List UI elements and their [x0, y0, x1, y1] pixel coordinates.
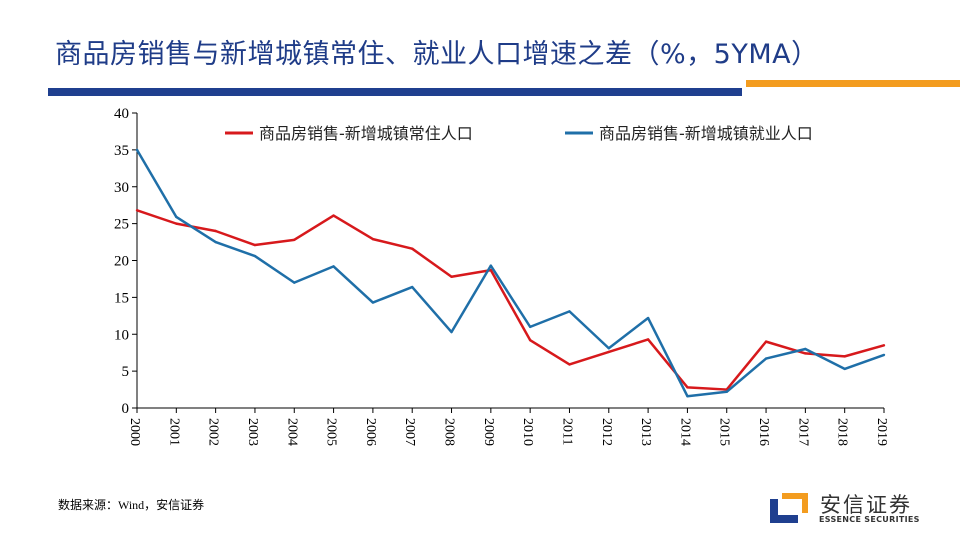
x-tick-label: 2012 — [599, 418, 614, 446]
data-point — [528, 325, 532, 329]
accent-bar-blue — [48, 88, 742, 96]
x-tick-label: 2002 — [206, 418, 221, 446]
data-point — [214, 229, 217, 233]
x-tick-label: 2013 — [638, 418, 653, 446]
x-tick-label: 2001 — [166, 418, 181, 446]
y-tick-label: 40 — [114, 106, 129, 122]
data-point — [804, 347, 807, 351]
data-point — [293, 281, 296, 284]
data-point — [528, 338, 532, 342]
series-line-1 — [136, 209, 885, 391]
x-tick-label: 2005 — [324, 418, 339, 446]
data-point — [175, 222, 178, 225]
data-point — [764, 340, 768, 343]
accent-bar-orange — [746, 80, 960, 87]
data-point — [450, 275, 453, 278]
y-tick-label: 10 — [114, 327, 129, 343]
data-point — [882, 344, 886, 347]
y-tick-label: 15 — [114, 290, 129, 306]
x-tick-label: 2000 — [127, 418, 142, 446]
y-tick-label: 20 — [114, 254, 129, 270]
company-logo: 安信证券 ESSENCE SECURITIES — [768, 487, 938, 527]
data-point — [646, 316, 650, 320]
y-tick-label: 5 — [122, 364, 130, 380]
x-tick-label: 2008 — [442, 418, 457, 446]
data-point — [175, 215, 178, 219]
data-point — [332, 214, 335, 217]
x-tick-label: 2017 — [795, 418, 810, 446]
data-point — [214, 240, 217, 244]
source-note: 数据来源：Wind，安信证券 — [58, 498, 205, 512]
data-point — [764, 357, 768, 360]
x-tick-label: 2018 — [835, 418, 850, 446]
data-point — [489, 264, 493, 267]
data-point — [332, 265, 335, 268]
data-point — [371, 237, 375, 241]
data-point — [253, 254, 257, 258]
data-point — [568, 363, 571, 366]
logo-text-cn: 安信证券 — [820, 493, 912, 517]
x-tick-label: 2010 — [520, 418, 535, 446]
y-tick-label: 25 — [114, 217, 129, 233]
data-point — [607, 347, 610, 350]
page-title: 商品房销售与新增城镇常住、就业人口增速之差（%，5YMA） — [55, 39, 819, 70]
data-point — [725, 390, 728, 393]
x-tick-label: 2015 — [717, 418, 732, 446]
x-tick-label: 2003 — [245, 418, 260, 446]
data-point — [253, 243, 257, 247]
data-point — [607, 350, 610, 354]
data-point — [804, 352, 807, 355]
data-point — [135, 209, 139, 212]
legend-label: 商品房销售-新增城镇就业人口 — [599, 124, 813, 143]
x-tick-label: 2009 — [481, 418, 496, 446]
data-point — [371, 301, 375, 304]
series-line-2 — [135, 149, 885, 398]
data-point — [686, 395, 689, 398]
y-tick-label: 0 — [122, 401, 130, 417]
y-tick-label: 30 — [114, 180, 129, 196]
data-point — [293, 238, 296, 242]
x-tick-label: 2007 — [402, 418, 417, 446]
x-tick-label: 2019 — [874, 418, 889, 446]
x-tick-label: 2011 — [559, 418, 574, 445]
data-point — [568, 310, 571, 313]
logo-text-en: ESSENCE SECURITIES — [819, 515, 920, 524]
data-point — [646, 338, 650, 341]
data-point — [450, 330, 453, 334]
data-point — [882, 353, 886, 357]
data-point — [135, 148, 139, 152]
data-point — [843, 367, 846, 371]
legend-label: 商品房销售-新增城镇常住人口 — [259, 124, 473, 143]
data-point — [843, 355, 846, 358]
x-tick-label: 2016 — [756, 418, 771, 446]
x-tick-label: 2014 — [677, 418, 692, 446]
x-tick-label: 2004 — [284, 418, 299, 446]
data-point — [411, 247, 414, 250]
data-point — [686, 386, 689, 389]
logo-icon — [770, 493, 808, 523]
x-tick-label: 2006 — [363, 418, 378, 446]
y-tick-label: 35 — [114, 143, 129, 159]
data-point — [411, 285, 414, 289]
data-point — [489, 268, 493, 272]
